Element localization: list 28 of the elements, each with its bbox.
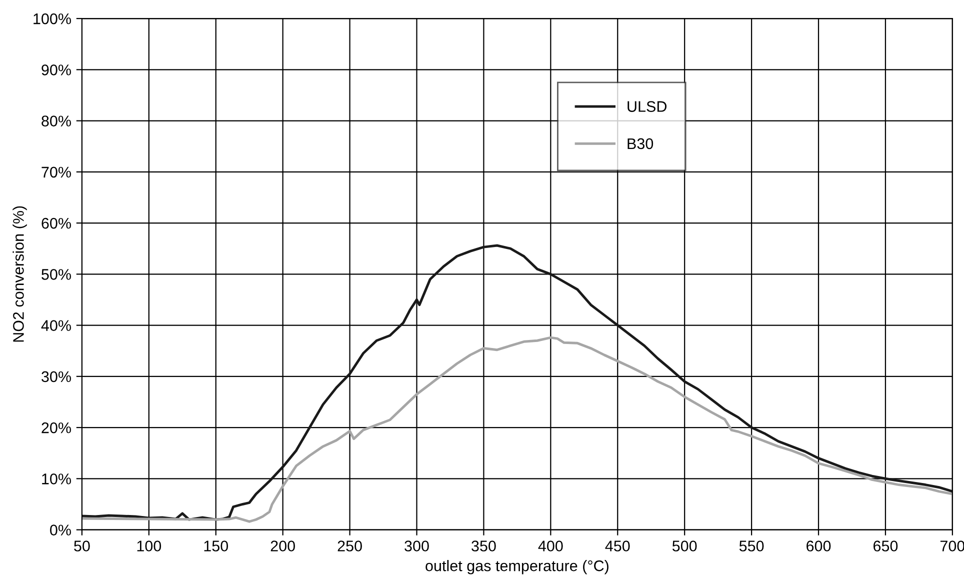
- y-tick-label: 70%: [42, 166, 71, 178]
- x-tick-label: 450: [605, 540, 630, 552]
- y-tick-label: 50%: [42, 269, 71, 280]
- x-tick-label: 500: [672, 540, 697, 552]
- y-axis-title: NO2 conversion (%): [12, 206, 27, 342]
- y-tick-label: 90%: [42, 64, 71, 76]
- x-tick-label: 350: [472, 540, 496, 552]
- x-tick-label: 150: [204, 540, 228, 552]
- x-tick-label: 200: [270, 540, 295, 552]
- x-tick-label: 300: [404, 540, 429, 552]
- x-tick-label: 400: [538, 540, 563, 552]
- y-tick-label: 30%: [42, 371, 71, 382]
- y-tick-label: 100%: [34, 13, 71, 24]
- y-tick-label: 40%: [41, 320, 71, 331]
- x-tick-label: 100: [137, 540, 162, 552]
- legend-label: B30: [628, 138, 654, 150]
- y-tick-label: 60%: [42, 218, 71, 229]
- x-tick-label: 550: [739, 540, 764, 552]
- x-tick-label: 50: [74, 540, 90, 552]
- x-tick-label: 650: [874, 540, 898, 552]
- y-tick-label: 20%: [42, 422, 71, 434]
- x-tick-label: 250: [338, 540, 362, 552]
- x-axis-title: outlet gas temperature (°C): [426, 560, 608, 574]
- legend-label: ULSD: [628, 101, 666, 112]
- y-tick-label: 0%: [50, 524, 71, 536]
- x-tick-label: 600: [806, 540, 831, 552]
- y-tick-label: 10%: [42, 474, 71, 484]
- y-tick-label: 80%: [42, 116, 71, 126]
